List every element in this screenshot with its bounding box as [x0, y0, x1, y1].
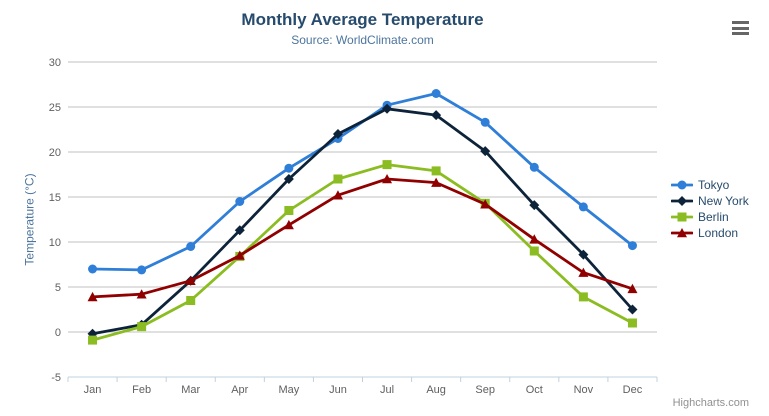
y-tick-label: 20 [49, 147, 61, 159]
data-point-marker[interactable] [431, 110, 442, 121]
data-point-marker[interactable] [677, 212, 687, 222]
data-point-marker[interactable] [480, 117, 490, 127]
data-point-marker[interactable] [677, 228, 687, 238]
data-point-marker[interactable] [382, 103, 393, 114]
hamburger-icon [732, 21, 752, 36]
legend-item-tokyo[interactable]: Tokyo [671, 177, 749, 193]
x-axis-label: Nov [574, 384, 594, 396]
data-point-marker[interactable] [677, 180, 687, 190]
data-point-marker[interactable] [627, 304, 638, 315]
x-axis-label: Aug [426, 384, 446, 396]
triangle-marker-icon [671, 228, 693, 238]
series-line-berlin [91, 163, 634, 342]
x-axis-label: Mar [181, 384, 200, 396]
x-axis-label: Feb [132, 384, 151, 396]
data-point-marker[interactable] [283, 219, 294, 230]
data-point-marker[interactable] [234, 225, 245, 236]
data-point-marker[interactable] [186, 296, 196, 305]
y-tick-label: 30 [49, 57, 61, 69]
diamond-marker-icon [671, 196, 693, 206]
data-point-marker[interactable] [382, 174, 393, 184]
y-tick-label: 5 [55, 282, 61, 294]
x-axis-label: Oct [526, 384, 543, 396]
y-tick-label: 0 [55, 327, 61, 339]
export-menu-button[interactable] [732, 21, 752, 38]
data-point-marker[interactable] [431, 89, 441, 98]
data-point-marker[interactable] [578, 292, 588, 302]
data-point-marker[interactable] [235, 197, 245, 206]
data-point-marker[interactable] [88, 264, 98, 274]
series-line-new-york [91, 107, 634, 336]
data-point-marker[interactable] [186, 242, 196, 251]
legend-item-new-york[interactable]: New York [671, 193, 749, 209]
x-axis-label: Jan [84, 384, 102, 396]
data-point-marker[interactable] [529, 162, 539, 172]
data-point-marker[interactable] [431, 166, 441, 176]
data-point-marker[interactable] [284, 206, 294, 215]
data-point-marker[interactable] [332, 190, 343, 200]
data-point-marker[interactable] [234, 250, 245, 260]
data-point-marker[interactable] [284, 163, 294, 173]
data-point-marker[interactable] [333, 174, 343, 184]
data-point-marker[interactable] [677, 196, 687, 206]
data-point-marker[interactable] [431, 177, 442, 187]
x-axis-label: Jun [329, 384, 347, 396]
data-point-marker[interactable] [332, 129, 343, 139]
x-axis-label: Sep [475, 384, 495, 396]
y-tick-label: -5 [51, 372, 61, 384]
legend-item-label: Berlin [698, 210, 729, 224]
legend-item-london[interactable]: London [671, 225, 749, 241]
data-point-marker[interactable] [382, 160, 392, 170]
legend-item-label: New York [698, 194, 749, 208]
y-tick-label: 25 [49, 102, 61, 114]
x-axis-label: Apr [231, 384, 248, 396]
x-axis-label: May [278, 384, 299, 396]
legend: Tokyo New York Berlin London [671, 177, 749, 241]
chart-title: Monthly Average Temperature [241, 10, 484, 29]
circle-marker-icon [671, 180, 693, 190]
data-point-marker[interactable] [529, 234, 540, 244]
data-point-marker[interactable] [627, 318, 637, 328]
data-point-marker[interactable] [480, 146, 491, 157]
series-line-london [91, 177, 634, 299]
data-point-marker[interactable] [578, 249, 589, 260]
square-marker-icon [671, 212, 693, 222]
y-tick-label: 10 [49, 237, 61, 249]
y-tick-label: 15 [49, 192, 61, 204]
legend-item-label: Tokyo [698, 178, 730, 192]
data-point-marker[interactable] [529, 246, 539, 256]
legend-item-label: London [698, 226, 739, 240]
data-point-marker[interactable] [137, 322, 147, 332]
data-point-marker[interactable] [136, 289, 147, 299]
x-axis-label: Jul [380, 384, 394, 396]
data-point-marker[interactable] [480, 199, 491, 209]
data-point-marker[interactable] [87, 291, 98, 302]
data-point-marker[interactable] [283, 174, 294, 184]
x-axis-label: Dec [623, 384, 643, 396]
data-point-marker[interactable] [529, 200, 540, 211]
data-point-marker[interactable] [578, 202, 588, 212]
chart-subtitle: Source: WorldClimate.com [291, 33, 434, 47]
data-point-marker[interactable] [627, 241, 637, 251]
data-point-marker[interactable] [578, 267, 589, 277]
credits-link[interactable]: Highcharts.com [672, 397, 749, 409]
data-point-marker[interactable] [137, 265, 147, 275]
data-point-marker[interactable] [88, 335, 98, 345]
data-point-marker[interactable] [627, 283, 638, 294]
data-point-marker[interactable] [185, 275, 196, 285]
legend-item-berlin[interactable]: Berlin [671, 209, 749, 225]
